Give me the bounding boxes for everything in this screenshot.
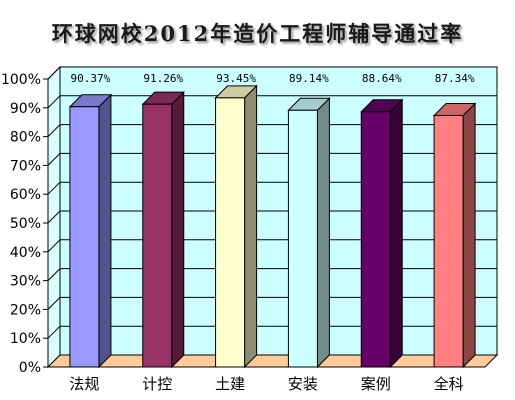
y-tick-label: 20% [10,302,41,318]
category-label: 安装 [288,375,318,393]
category-label: 土建 [215,375,245,393]
y-tick-label: 40% [10,245,41,261]
category-label: 法规 [69,375,99,393]
bar [287,97,331,369]
category-label: 计控 [142,375,172,393]
bar [214,84,258,369]
gridline [47,95,497,109]
data-label: 88.64% [362,72,402,85]
bar-side [171,90,185,369]
gridline [47,66,497,80]
bar-side [316,97,330,369]
gridlines [47,66,497,339]
y-tick-label: 90% [10,101,41,117]
bar [432,102,477,369]
y-tick-label: 0% [19,360,41,376]
bar-side [98,93,112,369]
y-tick-label: 50% [10,216,41,232]
category-label: 案例 [361,375,391,393]
category-label: 全科 [434,375,464,393]
gridline [47,296,497,310]
chart-title: 环球网校2012年造价工程师辅导通过率 [51,21,464,46]
bar-front [360,111,391,368]
bar-front [142,103,173,368]
gridline [47,124,497,137]
bar [360,98,404,369]
bar-front [287,109,318,368]
bar-front [215,97,246,368]
y-tick-label: 10% [10,331,41,347]
y-tick-label: 60% [10,187,41,203]
data-label: 91.26% [143,72,183,85]
data-label: 93.45% [216,72,256,85]
y-tick-label: 30% [10,274,41,290]
gridline [47,181,497,195]
data-label: 87.34% [435,72,475,85]
plot-floor [46,354,499,368]
gridline [47,239,497,253]
data-label: 90.37% [71,72,111,85]
bar-side [389,98,403,369]
y-tick-label: 100% [1,72,41,88]
bar [141,90,185,369]
gridline [47,268,497,281]
bar-side [462,102,476,369]
bar-front [433,114,464,368]
gridline [47,325,497,339]
gridline [47,152,497,166]
bar-front [69,106,100,368]
gridline [47,210,497,224]
y-tick-label: 80% [10,130,41,146]
bar [68,93,113,369]
data-label: 89.14% [289,72,329,85]
y-tick-label: 70% [10,158,41,174]
bar-side [244,84,258,369]
